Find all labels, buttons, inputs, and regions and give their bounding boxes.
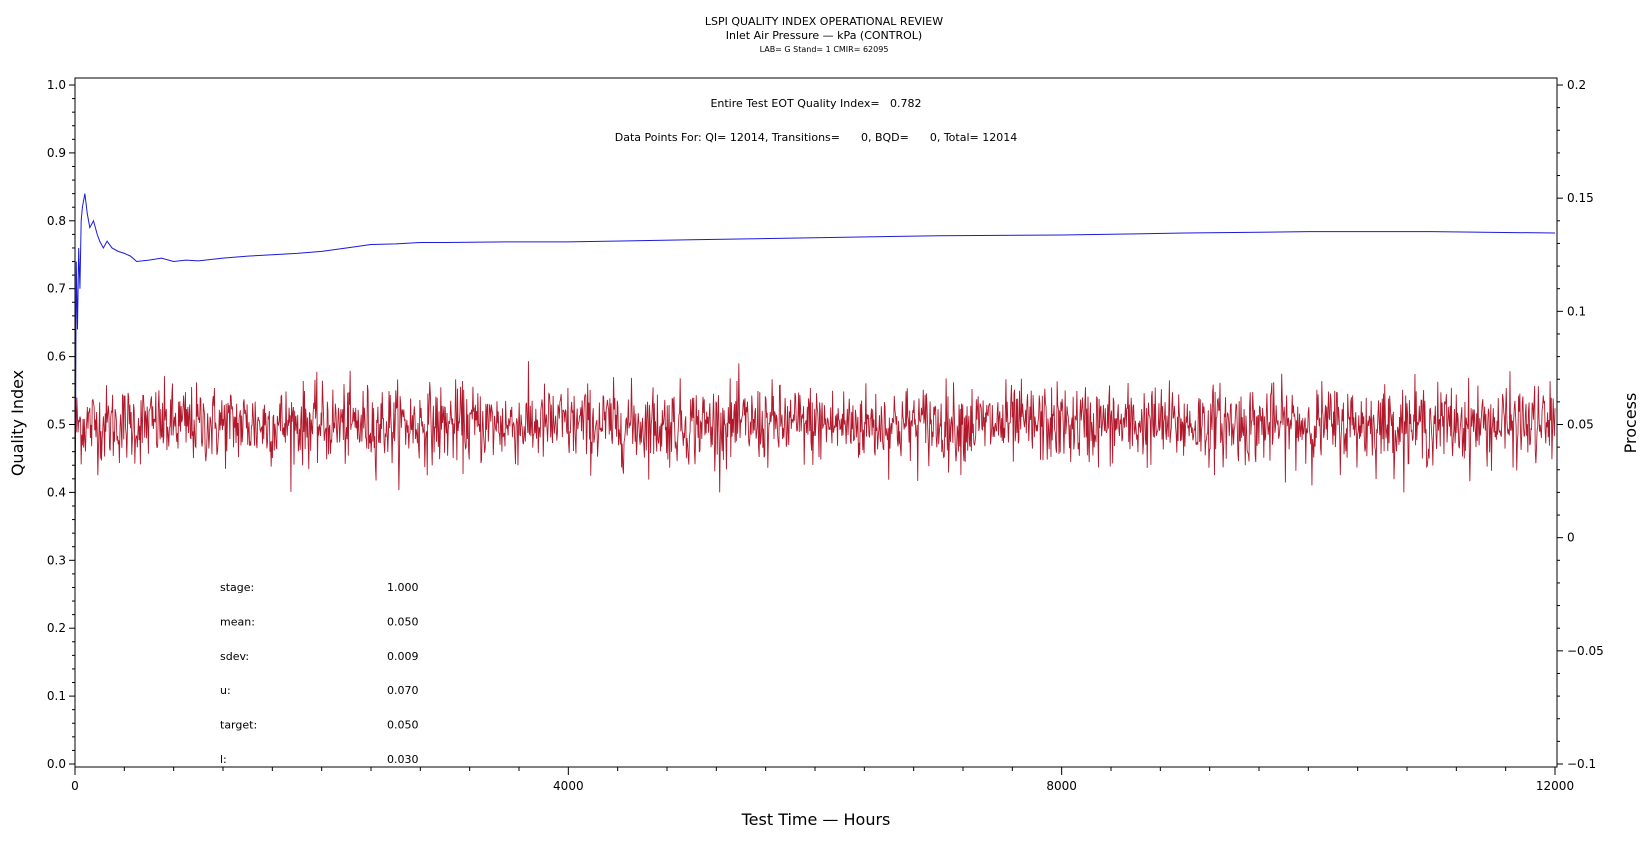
y2-tick-label: 0.15 — [1567, 191, 1594, 205]
y-tick-label: 0.6 — [47, 350, 66, 364]
chart-subtitle: Inlet Air Pressure — kPa (CONTROL) — [726, 29, 922, 42]
process-line — [74, 361, 1556, 493]
process-series — [74, 361, 1556, 493]
stat-label: target: — [220, 719, 257, 732]
stat-value: 0.009 — [387, 650, 419, 663]
y-tick-label: 0.8 — [47, 214, 66, 228]
x-tick-label: 8000 — [1046, 779, 1077, 793]
stats-block: stage: 1.000 mean: 0.050 sdev: 0.009 u: 0.070 ta… — [220, 581, 419, 766]
x-tick-label: 4000 — [553, 779, 584, 793]
y-tick-label: 0.1 — [47, 689, 66, 703]
y-tick-label: 0.7 — [47, 282, 66, 296]
y-axis: 0.0 0.1 0.2 0.3 0.4 0.5 0.6 0.7 0.8 0.9 1.0 — [47, 78, 75, 771]
quality-index-annotation: Entire Test EOT Quality Index= 0.782 — [710, 97, 921, 110]
y2-axis-label: Process — [1621, 393, 1640, 454]
stat-label: u: — [220, 684, 231, 697]
y2-tick-label: 0.05 — [1567, 418, 1594, 432]
y2-tick-label: −0.05 — [1567, 644, 1604, 658]
chart-title: LSPI QUALITY INDEX OPERATIONAL REVIEW — [705, 15, 943, 28]
stat-label: sdev: — [220, 650, 249, 663]
y-tick-label: 0.9 — [47, 146, 66, 160]
quality-index-series — [74, 193, 1556, 574]
y-tick-label: 0.2 — [47, 621, 66, 635]
chart-subsubtitle: LAB= G Stand= 1 CMIR= 62095 — [760, 45, 889, 54]
stat-label: stage: — [220, 581, 254, 594]
x-axis: 0 4000 8000 12000 — [71, 767, 1574, 793]
quality-index-line — [74, 193, 1556, 574]
y2-tick-label: 0.2 — [1567, 78, 1586, 92]
y2-tick-label: 0.1 — [1567, 304, 1586, 318]
x-tick-label: 0 — [71, 779, 79, 793]
y-tick-label: 0.0 — [47, 757, 66, 771]
y2-tick-label: 0 — [1567, 531, 1575, 545]
stat-value: 0.070 — [387, 684, 419, 697]
stat-value: 1.000 — [387, 581, 419, 594]
stat-label: l: — [220, 753, 227, 766]
y2-tick-label: −0.1 — [1567, 757, 1596, 771]
y-tick-label: 0.3 — [47, 553, 66, 567]
stat-value: 0.050 — [387, 719, 419, 732]
x-axis-label: Test Time — Hours — [741, 810, 891, 829]
y-axis-label: Quality Index — [8, 370, 27, 476]
stat-label: mean: — [220, 615, 255, 628]
x-tick-label: 12000 — [1536, 779, 1574, 793]
y2-axis: −0.1 −0.05 0 0.05 0.1 0.15 0.2 — [1557, 78, 1604, 771]
plot-frame — [74, 77, 1558, 768]
data-points-annotation: Data Points For: QI= 12014, Transitions=… — [615, 131, 1017, 144]
stat-value: 0.030 — [387, 753, 419, 766]
stat-value: 0.050 — [387, 615, 419, 628]
y-tick-label: 0.5 — [47, 418, 66, 432]
y-tick-label: 0.4 — [47, 485, 66, 499]
y-tick-label: 1.0 — [47, 78, 66, 92]
